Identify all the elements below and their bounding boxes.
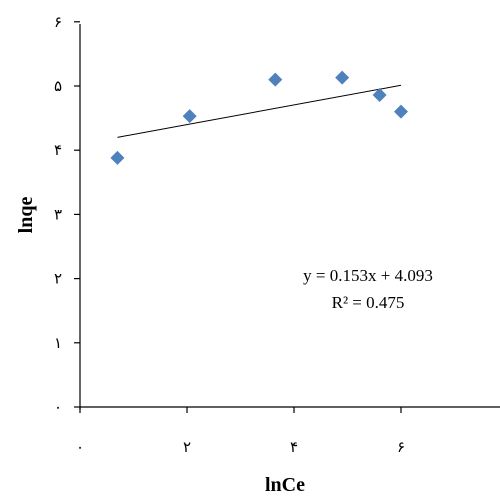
x-tick-label: ۶ [397,438,405,456]
x-tick-label: ۴ [290,438,298,456]
data-point [335,70,350,85]
trendline-group [117,84,402,138]
y-tick-label: ٣ [54,205,62,223]
y-tick-label: ٢ [54,270,62,288]
data-points [110,70,408,165]
x-axis-title: lnCe [265,474,305,496]
x-ticks: ٠٢۴۶٨ [76,407,405,456]
trendline-equation: y = 0.153x + 4.093 [303,266,433,285]
x-tick-label: ٢ [183,438,191,456]
y-axis-title: lnqe [15,197,37,234]
trendline [117,84,402,138]
y-ticks: ٠ ١ ٢ ٣ ۴ ۵ ۶ [54,13,80,416]
data-point [182,109,197,124]
y-tick-label: ١ [54,334,62,352]
data-point [268,72,283,87]
y-tick-label: ۴ [54,141,62,159]
y-tick-label: ٠ [54,398,62,416]
x-tick-label: ٠ [76,438,84,456]
data-point [110,150,125,165]
data-point [372,87,387,102]
axes [79,24,500,410]
y-tick-label: ۵ [54,77,62,95]
data-point [394,104,408,119]
r-squared-label: R² = 0.475 [332,293,405,312]
y-tick-label: ۶ [54,13,62,31]
